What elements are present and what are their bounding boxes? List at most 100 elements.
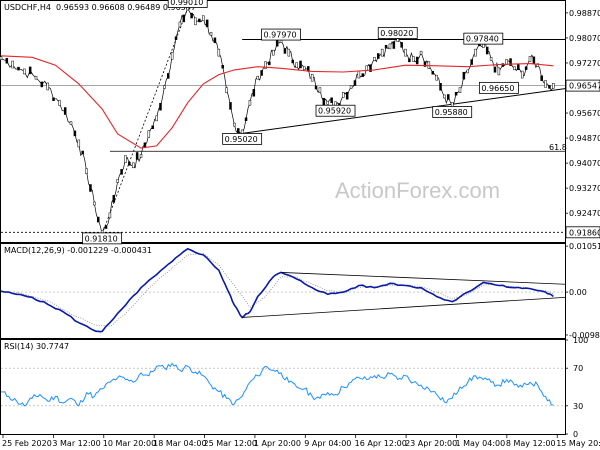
price-candle	[474, 48, 477, 57]
price-label-box	[432, 106, 473, 118]
price-label-box	[222, 132, 263, 145]
price-candle	[202, 15, 205, 21]
price-candle	[454, 91, 458, 96]
price-candle	[544, 80, 547, 88]
rsi-series	[0, 362, 554, 407]
price-candle	[237, 128, 240, 134]
macd-series-group	[0, 247, 566, 333]
price-candle	[124, 155, 127, 163]
price-candle	[264, 61, 267, 69]
price-candle	[497, 67, 501, 76]
price-candle	[548, 85, 551, 89]
price-candle	[5, 57, 9, 64]
price-candle	[40, 81, 44, 88]
price-candle	[443, 94, 446, 99]
price-candle	[314, 85, 318, 90]
price-candle	[131, 162, 135, 169]
macd-main-series	[0, 247, 554, 333]
xtick-label: 23 Apr 20:00	[405, 439, 457, 448]
price-candle	[0, 56, 3, 61]
price-candle	[89, 184, 92, 192]
price-candle	[412, 56, 415, 62]
price-candle	[69, 121, 73, 125]
price-candle	[513, 66, 516, 71]
price-candle	[93, 201, 96, 206]
price-candle	[182, 14, 186, 23]
price-candle	[377, 53, 380, 59]
price-candle	[194, 17, 197, 26]
price-candle	[174, 36, 178, 40]
price-candle	[155, 115, 158, 122]
price-ytick-label: 0.95670	[569, 109, 600, 118]
ohlc-header: 0.96593 0.96608 0.96489 0.96547	[56, 3, 196, 12]
price-trendline	[242, 88, 566, 134]
price-candle	[396, 38, 399, 42]
price-candle	[213, 37, 217, 44]
price-candle	[96, 216, 100, 223]
price-candle	[357, 70, 361, 79]
price-candle	[209, 32, 213, 36]
rsi-ytick-label: 0	[573, 430, 578, 439]
xtick-label: 8 May 12:00	[506, 439, 556, 448]
price-candle	[221, 64, 224, 69]
price-candle	[345, 92, 349, 100]
price-candle	[167, 73, 170, 79]
xtick-label: 10 Mar 20:00	[103, 439, 156, 448]
price-candle	[419, 50, 423, 55]
watermark: ActionForex.com	[335, 178, 500, 203]
price-candle	[135, 152, 139, 160]
macd-trendline	[281, 272, 566, 285]
price-candle	[349, 85, 353, 89]
price-candle	[163, 85, 166, 89]
rsi-series-group	[0, 362, 565, 407]
price-candle	[458, 87, 462, 93]
price-candle	[252, 89, 256, 97]
price-label-box	[261, 28, 301, 41]
price-candle	[151, 125, 154, 130]
price-candle	[28, 66, 32, 75]
price-candle	[330, 97, 333, 103]
price-candle	[244, 117, 248, 121]
price-candle	[318, 87, 322, 93]
macd-trendline	[242, 296, 566, 318]
price-candle	[524, 66, 528, 70]
xtick-label: 25 Feb 2020	[2, 439, 52, 448]
macd-signal-series	[0, 253, 554, 327]
price-label: 0.96650	[481, 84, 514, 93]
price-candle	[509, 58, 512, 66]
price-candle	[400, 42, 403, 48]
price-candle	[470, 59, 473, 65]
price-candle	[310, 73, 314, 82]
price-candle	[260, 70, 263, 76]
price-candle	[283, 48, 287, 54]
price-candle	[404, 48, 407, 57]
xtick-label: 1 Apr 20:00	[254, 439, 301, 448]
rsi-ytick-label: 30	[573, 402, 583, 411]
price-label-box	[315, 104, 356, 117]
price-candle	[373, 57, 376, 61]
price-candle	[108, 212, 112, 219]
xtick-label: 18 Mar 04:00	[153, 439, 206, 448]
price-candle	[447, 94, 450, 100]
rsi-ytick-label: 70	[573, 364, 583, 373]
price-candle	[229, 102, 232, 110]
price-candle	[170, 52, 174, 60]
price-candle	[159, 102, 162, 111]
price-candle	[517, 64, 520, 70]
price-label: 0.95920	[318, 107, 351, 116]
price-candle	[147, 130, 151, 138]
price-candle	[11, 60, 14, 69]
price-candle	[291, 59, 294, 64]
price-candle	[23, 68, 26, 75]
price-candle	[272, 49, 275, 56]
price-candle	[58, 99, 61, 106]
price-ytick-label: 0.94870	[569, 134, 600, 143]
price-candle	[190, 12, 193, 19]
price-candle	[532, 56, 536, 65]
price-candle	[431, 71, 435, 75]
price-candle	[540, 75, 543, 81]
price-candle	[268, 61, 271, 66]
price-candle	[17, 66, 20, 71]
price-candle	[217, 48, 221, 57]
price-candle	[112, 195, 116, 203]
